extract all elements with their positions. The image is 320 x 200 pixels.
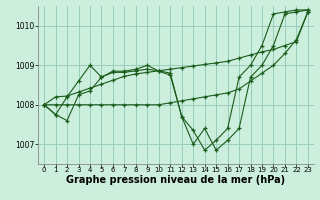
X-axis label: Graphe pression niveau de la mer (hPa): Graphe pression niveau de la mer (hPa) <box>67 175 285 185</box>
